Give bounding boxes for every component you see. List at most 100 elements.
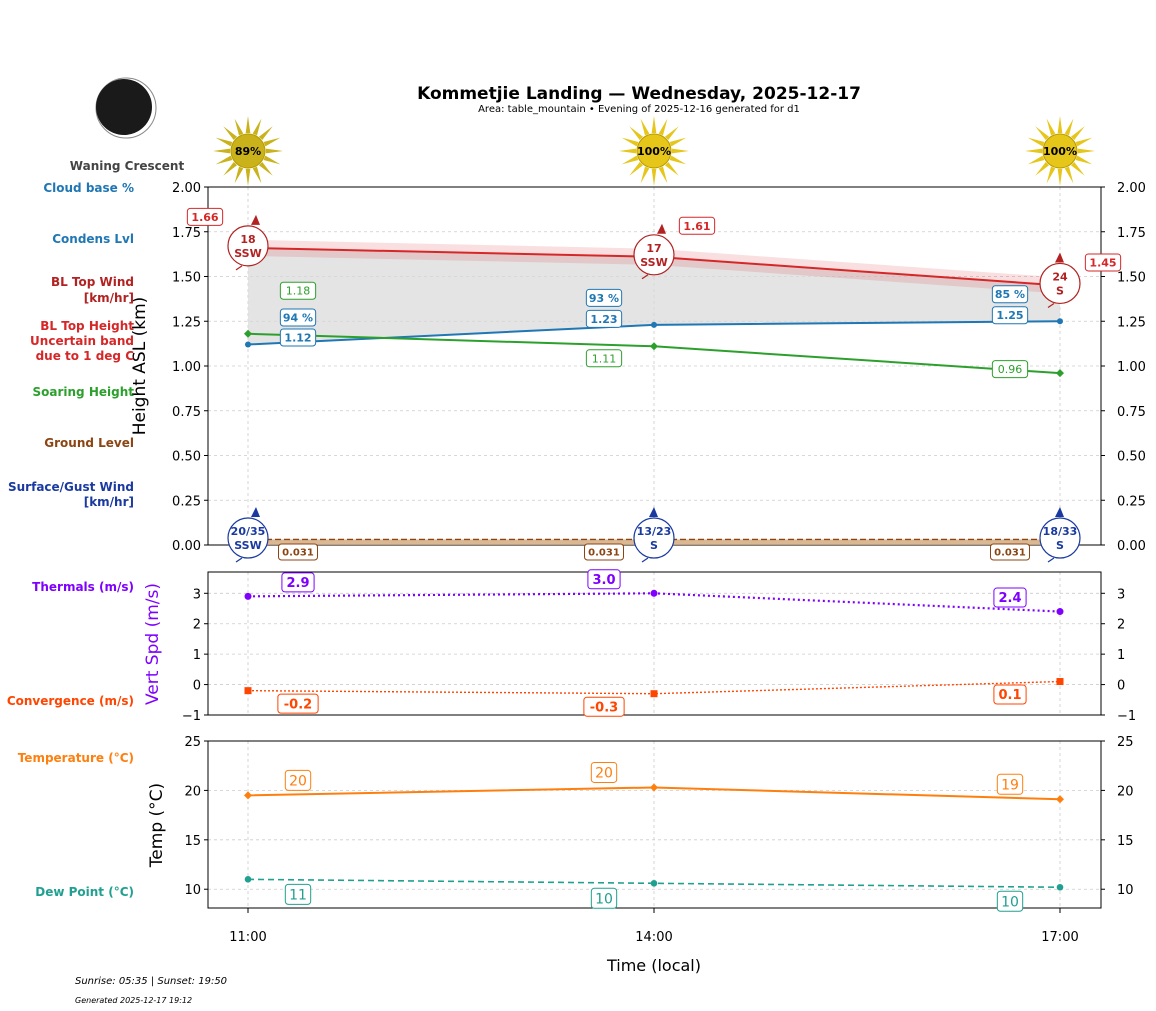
temperature-ytick-label-right: 20 <box>1117 784 1134 799</box>
convergence-value: -0.3 <box>590 700 618 715</box>
sun-ray <box>263 155 281 165</box>
sun-ray <box>1025 148 1043 154</box>
height-ytick-label-left: 1.25 <box>172 315 201 330</box>
sun-ray <box>1064 166 1074 184</box>
bl-wind-barb-dir: S <box>1056 284 1064 297</box>
temperature-ytick-label-left: 15 <box>184 834 201 849</box>
sun-ray <box>1035 126 1050 141</box>
thermals-value: 2.9 <box>286 576 309 591</box>
temperature-point <box>650 783 658 792</box>
condens-value-box <box>585 309 623 328</box>
condens-point <box>651 321 657 328</box>
convergence-line <box>247 680 1061 695</box>
sun-ray <box>1046 118 1056 136</box>
sun-ray <box>664 161 679 176</box>
moon-phase-label: Waning Crescent <box>70 159 185 173</box>
sun-ray <box>629 161 644 176</box>
soaring-value: 0.96 <box>998 363 1023 376</box>
height-panel: 0.00 0.00 0.25 0.25 0.50 0.50 0.75 0.75 1.00 1.00… <box>8 116 1146 563</box>
soaring-value-box <box>585 349 623 368</box>
surface-wind-barb-speed: 13/23 <box>637 525 672 538</box>
height-ytick-label-left: 0.25 <box>172 494 201 509</box>
vertical-ytick-label-left: −1 <box>182 709 201 724</box>
bl-wind-barb: 24S <box>1039 252 1081 308</box>
bl-wind-barb-dir: SSW <box>234 247 261 260</box>
surface-wind-barb-dir: SSW <box>234 539 261 552</box>
side-label: Temperature (°C) <box>18 751 134 765</box>
dew-point-value: 10 <box>1001 894 1019 910</box>
convergence-value-box <box>583 696 625 717</box>
surface-wind-barb-circle <box>633 517 675 559</box>
sun-ray <box>223 161 238 176</box>
soaring-point <box>244 329 252 338</box>
thermals-value-box <box>587 569 621 590</box>
dew-point-line <box>247 878 1061 889</box>
ground-value: 0.031 <box>994 548 1026 559</box>
sun-ray <box>658 166 668 184</box>
sun-ray <box>258 161 273 176</box>
figure-subtitle: Area: table_mountain • Evening of 2025-1… <box>478 104 800 115</box>
x-tick-label: 14:00 <box>635 930 672 945</box>
sun-percent-label: 100% <box>1043 145 1077 158</box>
height-ytick-label-right: 0.00 <box>1117 539 1146 554</box>
convergence-value-box <box>277 693 319 714</box>
sun-ray <box>1064 118 1074 136</box>
soaring-value-box <box>279 281 317 300</box>
sun-icon: 100% <box>619 116 689 186</box>
sun-ray <box>215 137 233 147</box>
bl-wind-barb-dir: SSW <box>640 256 667 269</box>
temperature-value: 20 <box>289 773 307 789</box>
thermals-point <box>650 589 658 597</box>
condens-value-box <box>991 306 1029 325</box>
sun-icon: 100% <box>1025 116 1095 186</box>
surface-wind-barb-dir: S <box>1056 539 1064 552</box>
sun-ray <box>621 137 639 147</box>
side-label: Cloud base % <box>43 181 134 195</box>
vertical-ytick-label-left: 2 <box>193 618 201 633</box>
surface-wind-barb-tail <box>641 557 649 563</box>
convergence-point <box>244 687 252 695</box>
condens-value-box <box>279 328 317 347</box>
surface-wind-barb-tail <box>235 557 243 563</box>
height-ytick-label-left: 1.75 <box>172 226 201 241</box>
bl-top-value: 1.45 <box>1089 256 1116 269</box>
sun-ray <box>1027 137 1045 147</box>
height-ylabel: Height ASL (km) <box>130 297 150 436</box>
bl-wind-barb-tail <box>641 274 649 280</box>
sun-ray <box>664 126 679 141</box>
bl-wind-barb-tail <box>235 265 243 271</box>
temperature-ytick-label-left: 25 <box>184 735 201 750</box>
surface-wind-barb-arrow <box>649 507 658 517</box>
temperature-panel: 10 10 15 15 20 20 25 25 20 20 19 11 10 10 11:00 14:00 17… <box>18 735 1134 975</box>
soaring-point <box>650 342 658 351</box>
sun-icon: 89% <box>213 116 283 186</box>
bl-top-value-box <box>1084 253 1122 272</box>
bl-top-value-box <box>186 207 224 226</box>
ground-value: 0.031 <box>588 548 620 559</box>
height-ytick-label-right: 0.25 <box>1117 494 1146 509</box>
side-label: Thermals (m/s) <box>32 580 134 594</box>
condens-value: 1.12 <box>284 331 311 344</box>
vertical-ylabel: Vert Spd (m/s) <box>143 583 163 705</box>
height-ytick-label-right: 1.00 <box>1117 360 1146 375</box>
temperature-value-box <box>284 769 312 791</box>
ground-value-box <box>990 543 1030 561</box>
vertical-ytick-label-right: 3 <box>1117 587 1125 602</box>
soaring-value: 1.11 <box>592 352 617 365</box>
cloud-base-pct-value-box <box>279 308 317 327</box>
bl-wind-barb-speed: 24 <box>1052 270 1068 283</box>
side-label: [km/hr] <box>84 291 134 305</box>
sun-ray <box>1046 166 1056 184</box>
generated-stamp: Generated 2025-12-17 19:12 <box>75 996 192 1005</box>
surface-wind-barb-arrow <box>251 507 260 517</box>
surface-wind-barb: 13/23S <box>633 507 675 563</box>
sun-ray <box>252 166 262 184</box>
height-ytick-label-left: 0.75 <box>172 405 201 420</box>
convergence-point <box>650 690 658 698</box>
sun-ray <box>234 166 244 184</box>
vertical-ytick-label-right: 2 <box>1117 618 1125 633</box>
sun-ray <box>619 148 637 154</box>
